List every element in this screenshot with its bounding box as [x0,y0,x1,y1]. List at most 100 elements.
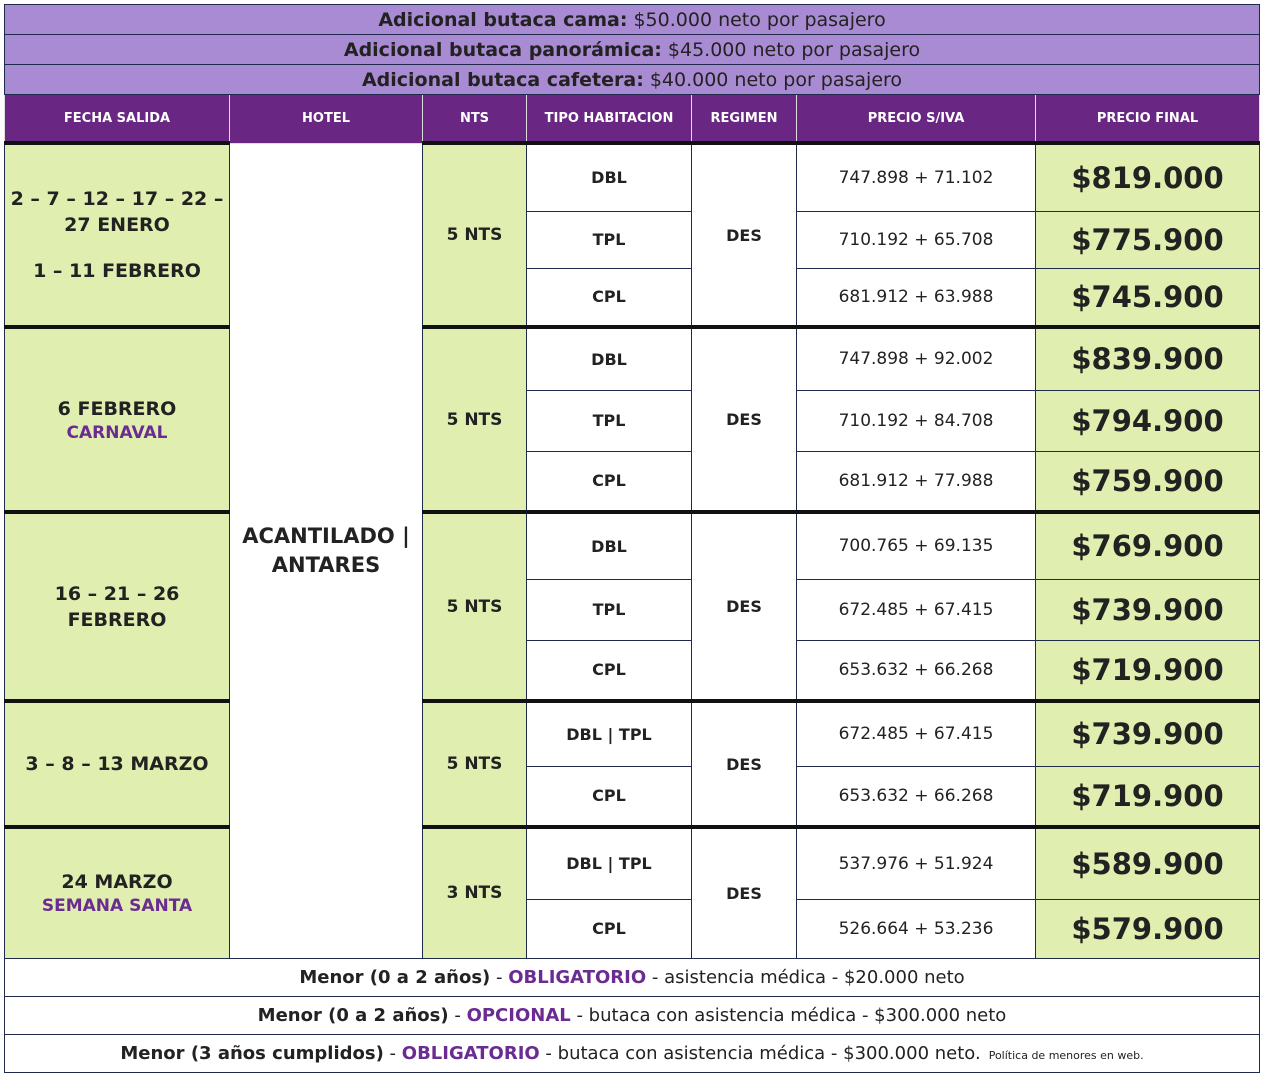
note-part: Menor (3 años cumplidos) [120,1042,384,1064]
table-row: TPL 710.192 + 65.708 $775.900 [5,210,1261,269]
base-price-cell: 681.912 + 63.988 [796,267,1036,328]
final-price-cell: $739.900 [1034,578,1261,641]
supplement-text: $40.000 neto por pasajero [649,68,903,91]
note-cell: Menor (0 a 2 años) - OPCIONAL - butaca c… [3,995,1261,1035]
supplement-cell: Adicional butaca cafetera: $40.000 neto p… [3,64,1261,95]
note-part: OPCIONAL [466,1004,571,1026]
regimen-cell: DES [691,510,797,702]
nts-cell: 5 NTS [422,510,527,702]
date-text: 2 – 7 – 12 – 17 – 22 – 27 ENERO [10,188,224,236]
table-row: 2 – 7 – 12 – 17 – 22 – 27 ENERO 1 – 11 FE… [4,141,1261,959]
date-cell: 2 – 7 – 12 – 17 – 22 – 27 ENERO 1 – 11 FE… [4,141,230,328]
room-cell: CPL [526,639,692,702]
room-cell: TPL [526,578,692,641]
final-price-cell: $839.900 [1034,325,1261,391]
regimen-cell: DES [691,825,797,959]
header-row: FECHA SALIDA HOTEL NTS TIPO HABITACION REGIM… [4,94,1261,144]
nts-cell: 5 NTS [422,141,527,328]
note-part: - [383,1042,402,1064]
final-price-cell: $745.900 [1034,267,1261,328]
header-cell: FECHA SALIDA [4,94,230,144]
date-cell: 24 MARZO SEMANA SANTA [4,825,230,959]
regimen-cell: DES [691,141,797,328]
final-price-cell: $719.900 [1034,639,1261,702]
table-row: 24 MARZO SEMANA SANTA 3 NTS DBL | TPL DES 537… [4,825,1261,959]
room-cell: CPL [526,267,692,328]
base-price-cell: 526.664 + 53.236 [796,898,1036,959]
regimen-cell: DES [691,699,797,828]
supplement-row: Adicional butaca panorámica: $45.000 neto… [3,34,1261,65]
supplement-row: Adicional butaca cafetera: $40.000 neto p… [3,64,1261,95]
supplement-label: Adicional butaca cafetera: [361,68,644,91]
room-cell: CPL [526,450,692,513]
base-price-cell: 681.912 + 77.988 [796,450,1036,513]
base-price-cell: 710.192 + 84.708 [796,389,1036,452]
date-note: CARNAVAL [66,422,168,443]
room-cell: DBL [526,325,692,391]
base-price-cell: 537.976 + 51.924 [796,825,1036,900]
supplement-row: Adicional butaca cama: $50.000 neto por p… [3,4,1261,35]
table-row: CPL 526.664 + 53.236 $579.900 [5,898,1261,959]
note-part: Menor (0 a 2 años) [257,1004,449,1026]
date-text: 16 – 21 – 26 FEBRERO [54,582,180,631]
note-cell: Menor (0 a 2 años) - OBLIGATORIO - asist… [3,957,1261,997]
note-part: OBLIGATORIO [401,1042,540,1064]
note-part: Política de menores en web. [988,1048,1144,1062]
final-price-cell: $769.900 [1034,510,1261,580]
note-part: - [448,1004,467,1026]
note-row: Menor (0 a 2 años) - OPCIONAL - butaca c… [3,995,1261,1035]
base-price-cell: 747.898 + 92.002 [796,325,1036,391]
note-row: Menor (0 a 2 años) - OBLIGATORIO - asist… [3,957,1261,997]
note-part: - [490,966,509,988]
header-cell: PRECIO FINAL [1034,94,1261,144]
header-cell: REGIMEN [691,94,797,144]
table-row: 6 FEBRERO CARNAVAL 5 NTS DBL DES 747.898 + 92… [4,325,1261,513]
supplement-label: Adicional butaca cama: [378,8,628,31]
header-cell: HOTEL [229,94,423,144]
date-cell: 6 FEBRERO CARNAVAL [4,325,230,513]
supplement-label: Adicional butaca panorámica: [343,38,662,61]
table-row: 3 – 8 – 13 MARZO 5 NTS DBL | TPL DES 672.485… [4,699,1261,828]
nts-cell: 5 NTS [422,699,527,828]
table-row: TPL 710.192 + 84.708 $794.900 [5,389,1261,452]
room-cell: CPL [526,898,692,959]
nts-cell: 3 NTS [422,825,527,959]
table-row: CPL 681.912 + 63.988 $745.900 [5,267,1261,328]
supplement-text: $50.000 neto por pasajero [633,8,886,31]
base-price-cell: 672.485 + 67.415 [796,578,1036,641]
date-cell: 16 – 21 – 26 FEBRERO [4,510,230,702]
final-price-cell: $589.900 [1034,825,1261,900]
table-row: CPL 653.632 + 66.268 $719.900 [5,639,1261,702]
final-price-cell: $759.900 [1034,450,1261,513]
note-part: OBLIGATORIO [508,966,647,988]
note-part: - asistencia médica - $20.000 neto [646,966,965,988]
date-cell: 3 – 8 – 13 MARZO [4,699,230,828]
room-cell: CPL [526,765,692,828]
regimen-cell: DES [691,325,797,513]
base-price-cell: 653.632 + 66.268 [796,765,1036,828]
note-row: Menor (3 años cumplidos) - OBLIGATORIO -… [3,1033,1261,1073]
date-text: 3 – 8 – 13 MARZO [25,753,209,775]
room-cell: TPL [526,389,692,452]
room-cell: DBL [526,510,692,580]
room-cell: TPL [526,210,692,269]
supplement-text: $45.000 neto por pasajero [667,38,921,61]
base-price-cell: 747.898 + 71.102 [796,141,1036,212]
final-price-cell: $719.900 [1034,765,1261,828]
date-text: 24 MARZO [61,871,173,894]
base-price-cell: 710.192 + 65.708 [796,210,1036,269]
date-text: 6 FEBRERO [57,397,177,420]
note-part: - butaca con asistencia médica - $300.00… [539,1042,981,1064]
final-price-cell: $794.900 [1034,389,1261,452]
note-part: - butaca con asistencia médica - $300.00… [570,1004,1007,1026]
base-price-cell: 653.632 + 66.268 [796,639,1036,702]
base-price-cell: 672.485 + 67.415 [796,699,1036,767]
table-row: CPL 681.912 + 77.988 $759.900 [5,450,1261,513]
hotel-cell: ACANTILADO | ANTARES [229,142,423,959]
table-row: 16 – 21 – 26 FEBRERO 5 NTS DBL DES 700.765 +… [4,510,1261,702]
final-price-cell: $739.900 [1034,699,1261,767]
header-cell: NTS [422,94,527,144]
note-cell: Menor (3 años cumplidos) - OBLIGATORIO -… [3,1033,1261,1073]
base-price-cell: 700.765 + 69.135 [796,510,1036,580]
